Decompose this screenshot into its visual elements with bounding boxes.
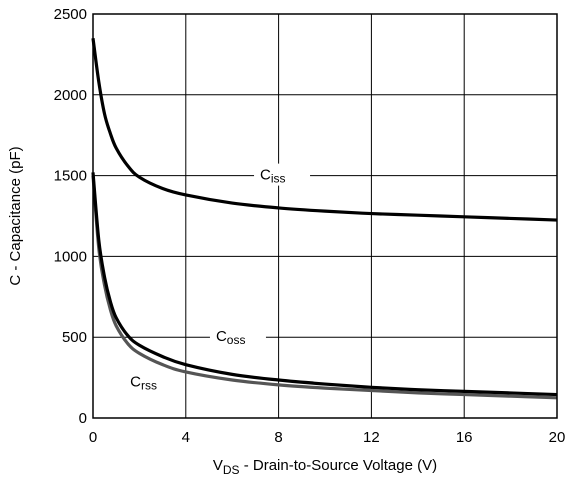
x-axis-title: VDS - Drain-to-Source Voltage (V) xyxy=(213,457,437,477)
series-label-crss: Crss xyxy=(130,373,157,392)
y-tick-label: 1500 xyxy=(54,168,87,185)
y-tick-label: 0 xyxy=(79,410,87,427)
y-tick-label: 2000 xyxy=(54,87,87,104)
x-axis-title-sub: DS xyxy=(223,463,240,477)
x-tick-label: 16 xyxy=(456,429,473,446)
series-line-crss xyxy=(91,175,558,400)
y-tick-label: 500 xyxy=(62,329,87,346)
plot-area-frame xyxy=(92,13,558,419)
x-tick-label: 12 xyxy=(363,429,380,446)
y-tick-label: 1000 xyxy=(54,248,87,265)
series-label-ciss: Ciss xyxy=(260,167,286,186)
x-tick-label: 20 xyxy=(549,429,566,446)
series-label-bg xyxy=(209,325,266,348)
x-tick-label: 8 xyxy=(274,429,282,446)
tick-labels: 0 4 8 12 16 20 0 500 1000 1500 2000 2500 xyxy=(54,6,566,446)
series-label-coss: Coss xyxy=(216,328,246,347)
x-tick-label: 0 xyxy=(89,429,97,446)
x-axis-title-main: V xyxy=(213,457,223,474)
series-group xyxy=(91,38,558,400)
y-axis-title: C - Capacitance (pF) xyxy=(7,146,24,285)
x-axis-title-rest: - Drain-to-Source Voltage (V) xyxy=(240,457,438,474)
series-line-ciss xyxy=(91,38,558,222)
x-tick-label: 4 xyxy=(182,429,190,446)
series-labels: Ciss Coss Crss xyxy=(130,163,311,392)
series-line-coss xyxy=(91,172,558,397)
y-tick-label: 2500 xyxy=(54,6,87,23)
series-label-bg xyxy=(254,163,311,186)
